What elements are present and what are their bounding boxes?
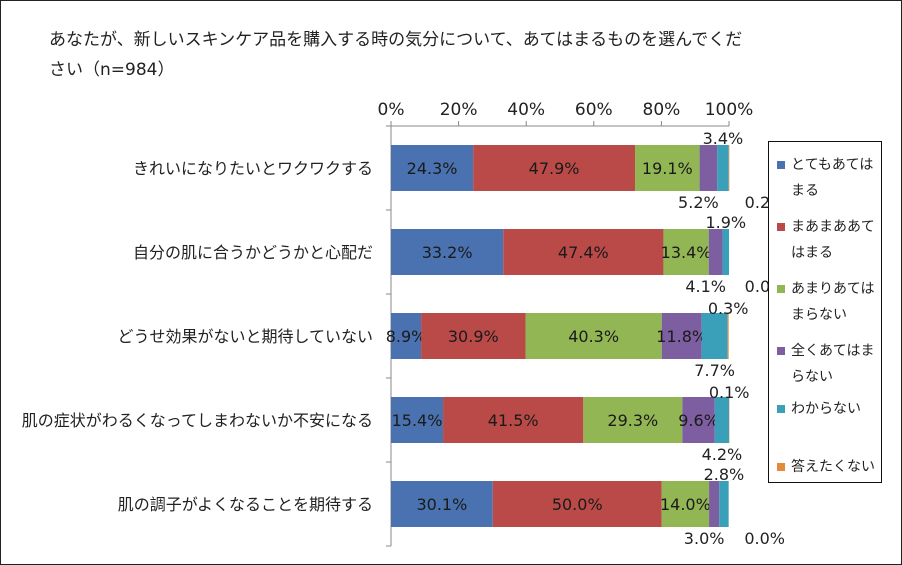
legend-swatch: [777, 463, 785, 471]
bar-segment: [701, 313, 728, 359]
bar-segment: [661, 313, 702, 359]
data-label: 14.0%: [660, 495, 711, 514]
bar-segment: [525, 313, 662, 359]
data-label: 47.9%: [529, 159, 580, 178]
bar-segment: [503, 229, 664, 275]
bar-segment: [492, 481, 662, 527]
data-label: 7.7%: [694, 361, 735, 380]
legend-label: 答えたくない: [791, 459, 875, 475]
bar-segment: [391, 481, 493, 527]
x-tick-label: 60%: [575, 100, 613, 120]
data-label: 8.9%: [386, 327, 427, 346]
bar-segment: [663, 229, 709, 275]
data-label: 0.1%: [709, 383, 750, 402]
x-tick-label: 40%: [507, 100, 545, 120]
legend-label: 全くあてはま: [791, 343, 875, 359]
bar-segment: [699, 145, 718, 191]
data-label: 30.9%: [448, 327, 499, 346]
data-label: 13.4%: [661, 243, 712, 262]
bar-segment: [421, 313, 526, 359]
bar-segment: [714, 397, 729, 443]
legend-swatch: [777, 347, 785, 355]
bar-segment: [443, 397, 584, 443]
x-tick-label: 100%: [705, 100, 754, 120]
bar-segment: [722, 229, 729, 275]
data-label: 2.8%: [704, 465, 745, 484]
legend-label: らない: [791, 369, 833, 385]
legend-label: はまる: [791, 245, 833, 261]
bar-segment: [391, 313, 422, 359]
legend-swatch: [777, 405, 785, 413]
chart-title: あなたが、新しいスキンケア品を購入する時の気分について、あてはまるものを選んでく…: [49, 30, 743, 80]
bar-segment: [708, 229, 723, 275]
bar-segment: [709, 481, 720, 527]
data-label: 5.2%: [678, 193, 719, 212]
bar-segment: [682, 397, 715, 443]
category-label: 自分の肌に合うかどうかと心配だ: [133, 243, 373, 262]
legend-swatch: [777, 223, 785, 231]
category-label: きれいになりたいとワクワクする: [133, 159, 373, 178]
data-label: 3.0%: [684, 529, 725, 548]
legend-label: まらない: [791, 307, 847, 323]
bar-segment: [661, 481, 710, 527]
bar-segment: [635, 145, 700, 191]
data-label: 40.3%: [568, 327, 619, 346]
bar-segment: [391, 229, 504, 275]
chart-legend: とてもあては まるまあまああて はまるあまりあては まらない全くあてはま らないわからな…: [768, 141, 882, 483]
data-label: 9.6%: [678, 411, 719, 430]
category-label: 肌の症状がわるくなってしまわないか不安になる: [22, 411, 373, 430]
bar-segment: [391, 397, 444, 443]
legend-label: まあまああて: [791, 219, 875, 235]
data-label: 15.4%: [392, 411, 443, 430]
data-label: 50.0%: [552, 495, 603, 514]
data-label: 4.1%: [685, 277, 726, 296]
data-label: 30.1%: [416, 495, 467, 514]
data-label: 1.9%: [705, 213, 746, 232]
data-label: 0.0%: [744, 529, 785, 548]
legend-label: わからない: [791, 401, 861, 417]
category-label: 肌の調子がよくなることを期待する: [118, 495, 373, 514]
legend-label: まる: [791, 183, 819, 199]
x-tick-label: 20%: [440, 100, 478, 120]
bar-segment: [391, 145, 474, 191]
data-label: 3.4%: [703, 129, 744, 148]
bar-segment: [473, 145, 636, 191]
data-label: 24.3%: [407, 159, 458, 178]
bar-segment: [717, 145, 729, 191]
category-label: どうせ効果がないと期待していない: [117, 327, 373, 346]
data-label: 29.3%: [607, 411, 658, 430]
data-label: 4.2%: [702, 445, 743, 464]
bar-segment: [719, 481, 729, 527]
x-tick-label: 80%: [643, 100, 681, 120]
data-label: 19.1%: [642, 159, 693, 178]
legend-swatch: [777, 161, 785, 169]
legend-swatch: [777, 285, 785, 293]
bar-segment: [583, 397, 683, 443]
data-label: 33.2%: [422, 243, 473, 262]
legend-label: あまりあては: [791, 281, 875, 297]
data-label: 41.5%: [488, 411, 539, 430]
bar-segment: [727, 313, 729, 359]
data-label: 11.8%: [656, 327, 707, 346]
legend-label: とてもあては: [791, 157, 874, 173]
x-tick-label: 0%: [378, 100, 405, 120]
data-label: 47.4%: [558, 243, 609, 262]
bar-segment: [728, 145, 730, 191]
data-label: 0.3%: [708, 299, 749, 318]
